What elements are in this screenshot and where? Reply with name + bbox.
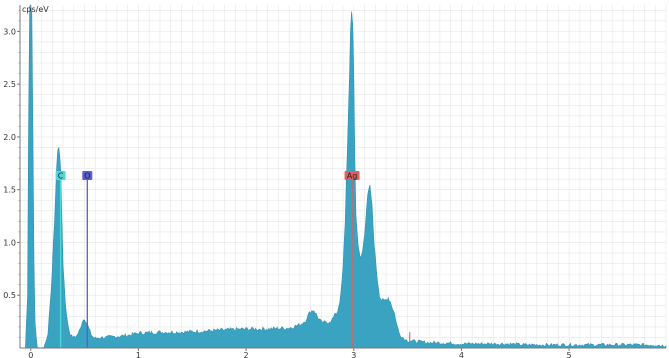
x-tick-label: 5 [567,351,572,358]
marker-label-c: C [58,171,64,180]
x-tick-label: 0 [28,351,33,358]
y-tick-label: 2.0 [3,133,16,142]
x-tick-label: 4 [459,351,464,358]
y-tick-label: 1.5 [3,186,16,195]
marker-layer: C O Ag [55,170,360,348]
x-tick-label: 2 [244,351,249,358]
y-tick-label: 0.5 [3,291,16,300]
x-tick-label: 3 [351,351,356,358]
y-tick-label: 1.0 [3,238,16,247]
grid-layer [19,5,667,348]
y-tick-label: 3.0 [3,27,16,36]
y-tick-label: 2.5 [3,80,16,89]
marker-label-o: O [84,171,90,180]
marker-label-ag: Ag [347,171,358,180]
marker-box-ag[interactable] [344,170,360,180]
marker-box-o[interactable] [82,170,93,180]
marker-box-c[interactable] [55,170,66,180]
axis-layer: cps/eV 0.5 1.0 1.5 2.0 2.5 3.0 0 1 2 3 4 5 [3,5,666,358]
x-tick-label: 1 [136,351,141,358]
y-axis-unit-label: cps/eV [22,5,49,14]
spectrum-area [25,4,667,349]
